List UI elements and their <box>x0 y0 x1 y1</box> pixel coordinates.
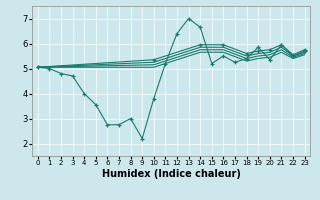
X-axis label: Humidex (Indice chaleur): Humidex (Indice chaleur) <box>102 169 241 179</box>
